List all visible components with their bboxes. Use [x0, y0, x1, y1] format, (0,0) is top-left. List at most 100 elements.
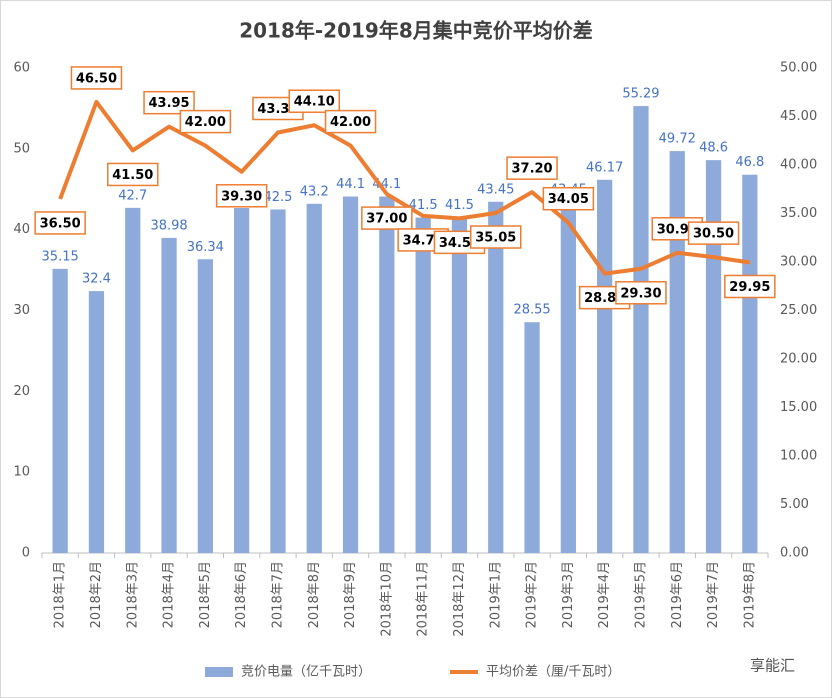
bar [270, 209, 286, 554]
line-value-label: 41.50 [112, 168, 153, 183]
bar-value-label: 32.4 [82, 272, 111, 287]
y-tick-label: 10 [13, 465, 30, 480]
bar [633, 106, 649, 553]
y2-tick-label: 0.00 [780, 546, 809, 561]
line-label-box [470, 225, 522, 249]
line-label-box [179, 109, 232, 134]
x-tick-label: 2018年1月 [53, 561, 68, 628]
bar-value-label: 48.6 [699, 141, 728, 156]
x-tick-label: 2019年4月 [597, 561, 612, 628]
line-value-label: 34.05 [548, 192, 589, 207]
line-label-box [506, 156, 558, 180]
legend-label: 竞价电量（亿千瓦时） [241, 664, 371, 680]
line-value-label: 35.05 [475, 231, 516, 246]
line-label-box [542, 186, 595, 211]
line-value-label: 29.30 [620, 286, 661, 301]
bar-value-label: 35.15 [42, 249, 79, 264]
line-value-label: 34.75 [403, 233, 444, 248]
y-tick-label: 50 [13, 141, 30, 156]
bar [161, 237, 177, 553]
bar [379, 196, 395, 553]
y2-tick-label: 35.00 [780, 206, 817, 221]
x-tick-label: 2019年6月 [670, 561, 685, 628]
y2-tick-label: 40.00 [780, 158, 817, 173]
bar [415, 217, 431, 553]
line-value-label: 42.00 [330, 115, 371, 130]
bar [306, 203, 322, 554]
line-label-box [687, 221, 740, 245]
bar [125, 207, 141, 553]
x-tick-label: 2018年3月 [125, 561, 140, 628]
bar [705, 160, 722, 553]
x-tick-label: 2019年8月 [742, 561, 757, 628]
bar-value-label: 44.1 [372, 177, 401, 192]
line-value-label: 28.80 [584, 291, 625, 306]
x-tick-label: 2018年8月 [307, 561, 322, 628]
legend-swatch [205, 667, 233, 677]
bar [524, 322, 540, 553]
bar-value-label: 55.29 [622, 87, 659, 102]
line-label-box [324, 109, 377, 134]
line-value-label: 43.95 [148, 96, 189, 111]
watermark: 享能汇 [750, 657, 795, 675]
y-tick-label: 0 [22, 546, 30, 561]
bar [597, 179, 613, 554]
x-tick-label: 2019年3月 [561, 561, 576, 628]
line [58, 99, 751, 276]
x-tick-label: 2018年7月 [270, 561, 285, 628]
bar [88, 291, 105, 553]
bar-value-label: 42.7 [118, 188, 147, 203]
bar [488, 201, 504, 553]
bar-value-label: 28.55 [513, 303, 550, 318]
x-tick-label: 2019年7月 [706, 561, 721, 628]
y-tick-label: 30 [13, 303, 30, 318]
line-label-box [615, 281, 667, 305]
y2-tick-label: 15.00 [780, 400, 817, 415]
x-tick-label: 2018年5月 [198, 561, 213, 628]
bar-value-label: 49.72 [659, 132, 696, 147]
x-tick-label: 2019年2月 [525, 561, 540, 628]
x-tick-label: 2018年4月 [162, 561, 177, 628]
line-value-label: 36.50 [40, 216, 81, 231]
bar [52, 268, 68, 553]
y2-tick-label: 20.00 [780, 352, 817, 367]
bar [197, 259, 213, 553]
bar-value-label: 38.98 [150, 218, 187, 233]
line-label-box [288, 89, 340, 113]
x-tick-label: 2018年11月 [416, 561, 431, 637]
line-value-label: 42.00 [185, 115, 226, 130]
bar [742, 174, 758, 553]
line-value-label: 29.95 [729, 280, 770, 295]
bar-value-label: 43.2 [300, 184, 329, 199]
bar [451, 217, 468, 553]
line-value-label: 34.50 [439, 236, 480, 251]
line-label-box [143, 90, 195, 115]
bar-value-label: 36.34 [187, 240, 224, 255]
legend-label: 平均价差（厘/千瓦时） [486, 665, 620, 680]
bar-value-label: 42.5 [263, 190, 292, 205]
x-tick-label: 2018年12月 [452, 561, 467, 637]
bar-value-label: 44.1 [336, 177, 365, 192]
line-value-label: 37.00 [366, 212, 407, 227]
x-tick-label: 2018年2月 [89, 561, 104, 628]
y-tick-label: 40 [13, 222, 30, 237]
line-label-box [215, 184, 268, 208]
line-label-box [361, 206, 413, 230]
y-tick-label: 60 [13, 61, 30, 76]
x-tick-label: 2019年5月 [633, 561, 648, 628]
bar [342, 196, 359, 553]
line-label-box [107, 162, 159, 187]
line-value-label: 43.35 [257, 102, 298, 117]
x-tick-label: 2019年1月 [488, 561, 503, 628]
line-label-box [34, 211, 86, 235]
bar-value-label: 46.17 [586, 160, 623, 175]
y-tick-label: 20 [13, 384, 30, 399]
y2-tick-label: 10.00 [780, 449, 817, 464]
y2-tick-label: 5.00 [780, 497, 809, 512]
line-value-label: 46.50 [76, 71, 117, 86]
line-value-label: 30.95 [657, 222, 698, 237]
y2-tick-label: 25.00 [780, 303, 817, 318]
line-value-label: 30.50 [693, 227, 734, 242]
x-tick-label: 2018年10月 [379, 561, 394, 637]
